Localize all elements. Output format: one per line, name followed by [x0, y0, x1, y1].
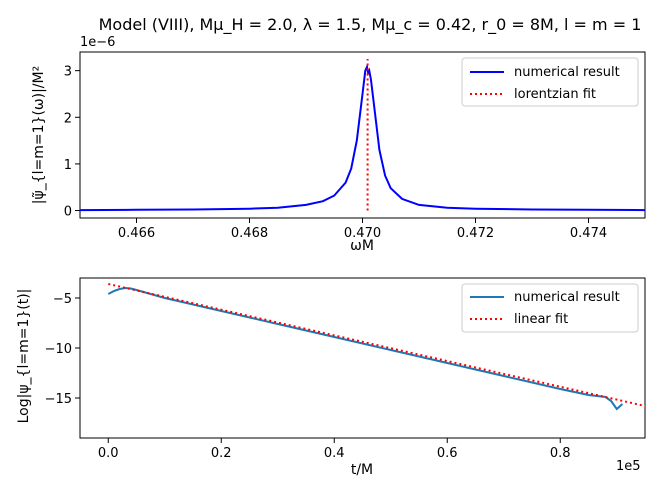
bottom-series-numerical-result	[107, 286, 624, 411]
top-xtick-label: 0.472	[457, 226, 494, 241]
bottom-ticks: 0.0 0.2 0.4 0.6 0.8 −5 −10 −15	[45, 292, 571, 461]
top-ytick-label: 2	[64, 111, 72, 126]
legend-label-numerical-bottom: numerical result	[514, 290, 620, 305]
bottom-xtick-label: 0.6	[437, 446, 458, 461]
x-axis-label-bottom: t/M	[351, 462, 373, 478]
legend-bottom: numerical result linear fit	[461, 283, 639, 333]
legend-frame-bottom	[461, 283, 639, 333]
top-ytick-label: 1	[64, 158, 72, 173]
top-ticks: 0.466 0.468 0.470 0.472 0.474 0 1 2 3	[64, 65, 607, 241]
y-axis-label: |ψ̃_{l=m=1}(ω)|/M²	[31, 66, 47, 204]
bottom-panel: 0.0 0.2 0.4 0.6 0.8 −5 −10 −15 1e5 t/M Log|ψ_{l…	[16, 277, 646, 478]
bottom-xtick-label: 0.4	[324, 446, 345, 461]
chart-title: Model (VIII), Mμ_H = 2.0, λ = 1.5, Mμ_c …	[99, 15, 642, 35]
legend-frame	[461, 57, 639, 107]
legend-top: numerical result lorentzian fit	[461, 57, 639, 107]
legend-label-lorentzian: lorentzian fit	[514, 87, 596, 102]
top-xtick-label: 0.468	[231, 226, 268, 241]
x-axis-label: ωM	[350, 238, 374, 254]
bottom-ytick-label: −5	[53, 292, 72, 307]
top-ytick-label: 3	[64, 65, 72, 80]
top-series	[80, 59, 645, 212]
legend-label-numerical: numerical result	[514, 65, 620, 80]
legend-label-linear: linear fit	[514, 312, 568, 327]
top-xtick-label: 0.470	[344, 226, 381, 241]
top-panel: Model (VIII), Mμ_H = 2.0, λ = 1.5, Mμ_c …	[31, 15, 646, 254]
top-xtick-label: 0.474	[570, 226, 607, 241]
y-axis-label-bottom: Log|ψ_{l=m=1}(t)|	[16, 289, 32, 424]
top-xtick-label: 0.466	[118, 226, 155, 241]
plot-frame-bottom	[79, 277, 646, 439]
bottom-ytick-label: −10	[45, 342, 72, 357]
bottom-ytick-label: −15	[45, 392, 72, 407]
bottom-series-linear-fit	[108, 283, 645, 407]
top-ytick-label: 0	[64, 205, 72, 220]
bottom-series	[107, 283, 645, 411]
bottom-xtick-label: 0.2	[211, 446, 232, 461]
x-offset-label: 1e5	[616, 459, 641, 474]
y-offset-label: 1e−6	[80, 35, 115, 50]
bottom-xtick-label: 0.0	[98, 446, 119, 461]
bottom-xtick-label: 0.8	[550, 446, 571, 461]
